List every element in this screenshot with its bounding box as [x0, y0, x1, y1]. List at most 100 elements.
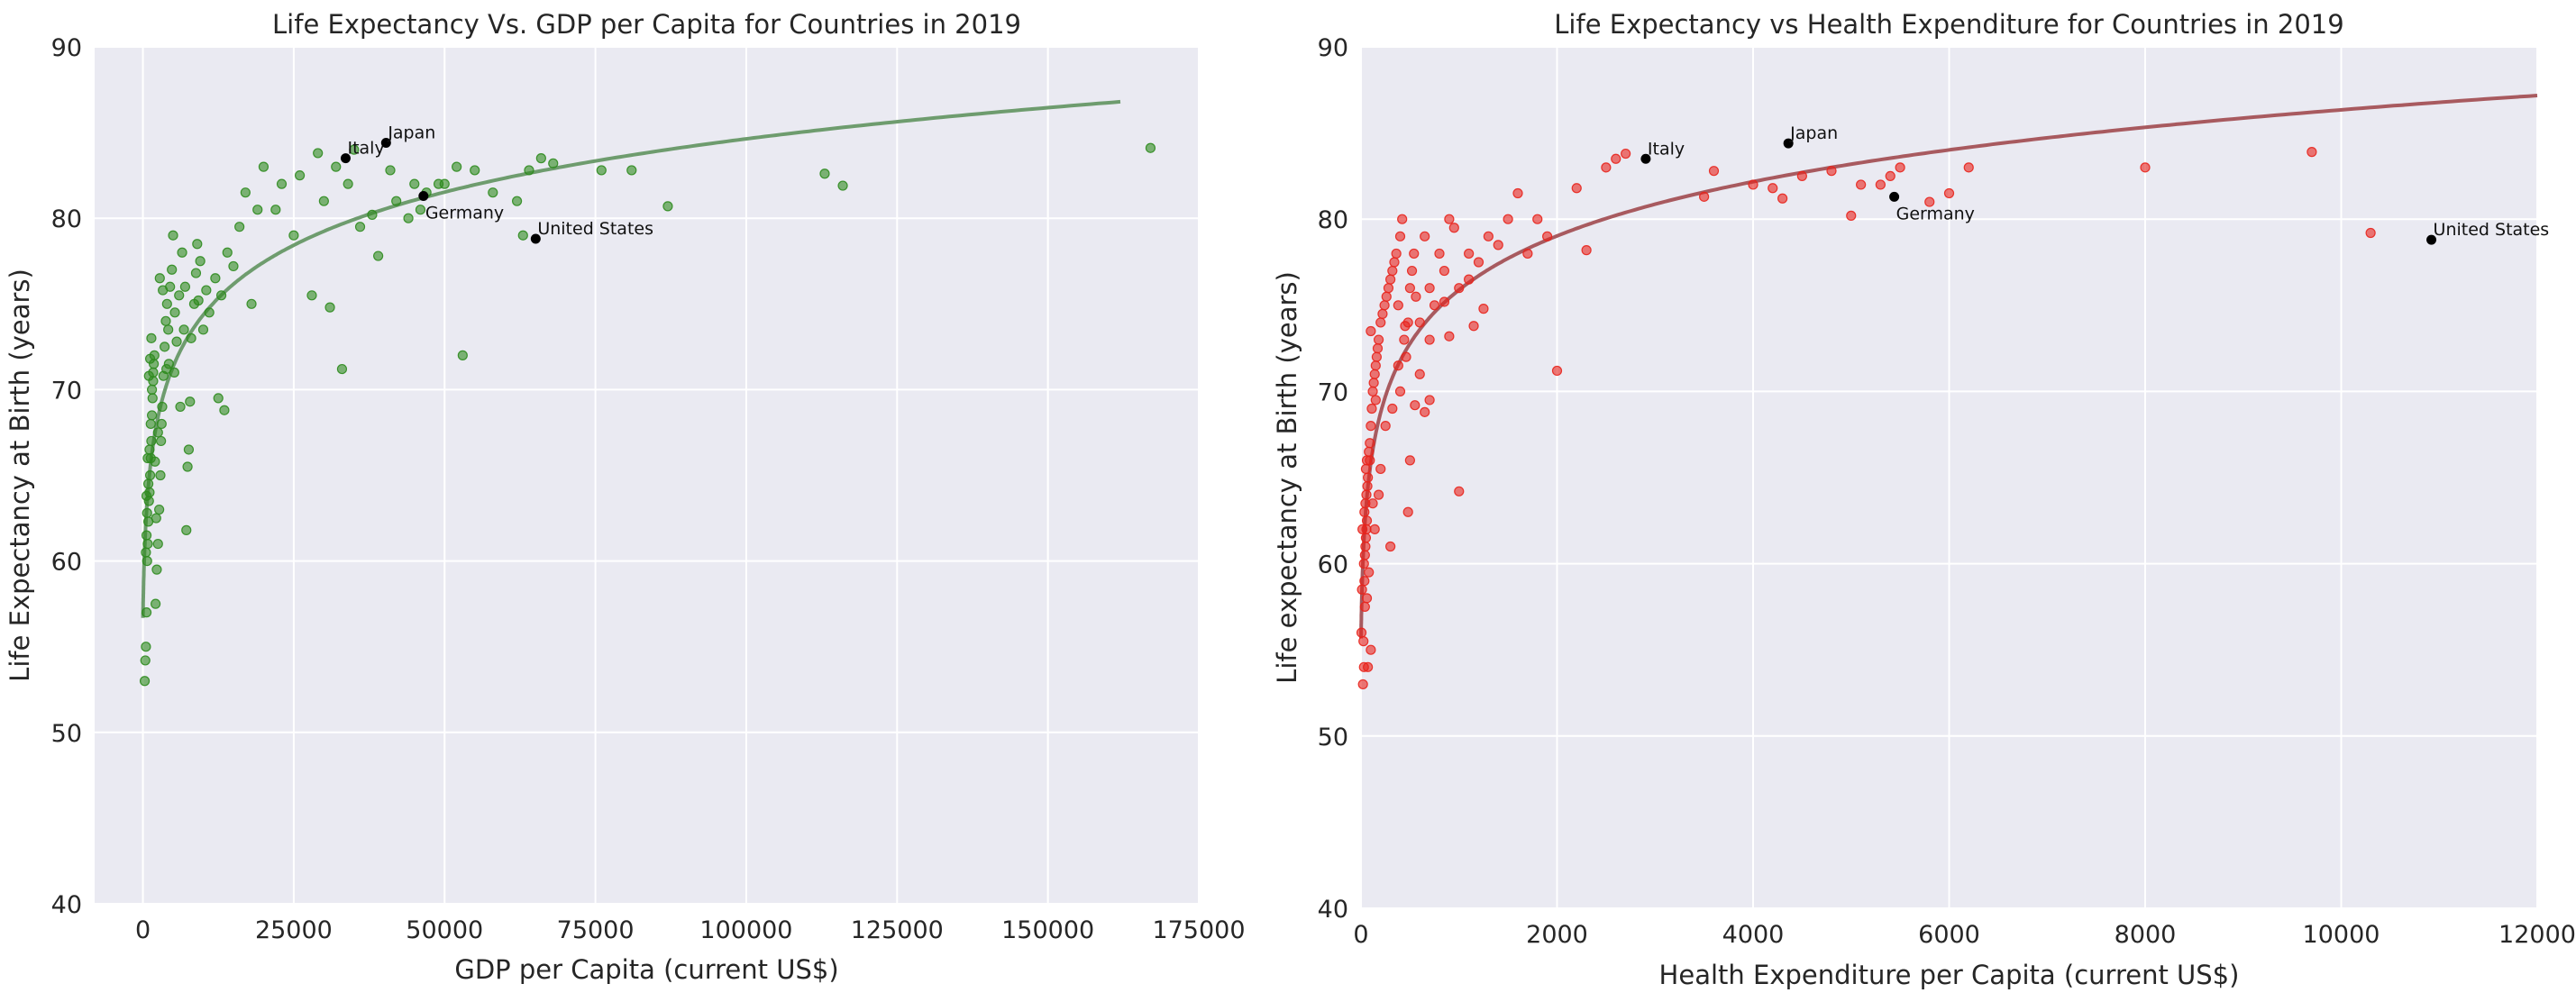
left-data-point [524, 165, 534, 176]
right-data-point [1571, 183, 1582, 194]
left-data-point [182, 461, 193, 472]
right-data-point [1768, 183, 1778, 194]
left-data-point [367, 209, 378, 220]
left-data-point [201, 285, 212, 296]
right-data-point [1542, 231, 1553, 241]
right-data-point [1411, 291, 1421, 302]
left-data-point [185, 396, 196, 407]
left-data-points [139, 142, 1156, 687]
left-data-point [141, 547, 151, 558]
right-highlight-marker [1640, 153, 1651, 164]
left-y-tick-label: 90 [51, 34, 82, 62]
left-data-point [181, 524, 192, 535]
right-data-point [1503, 214, 1513, 224]
right-data-point [1464, 248, 1475, 260]
right-y-tick-label: 70 [1318, 378, 1348, 406]
left-data-point [151, 598, 161, 609]
left-data-point [160, 315, 171, 326]
left-y-tick-label: 60 [51, 549, 82, 577]
right-data-point [1373, 489, 1384, 500]
left-data-point [154, 273, 165, 284]
right-data-point [1581, 245, 1592, 256]
left-data-point [193, 295, 204, 306]
right-data-point [1846, 210, 1857, 221]
right-data-point [1358, 558, 1369, 569]
right-data-point [1368, 378, 1379, 388]
right-data-point [1414, 317, 1425, 328]
left-x-tick-label: 50000 [406, 916, 483, 944]
left-y-tick-label: 40 [51, 891, 82, 919]
left-x-tick-label: 25000 [255, 916, 333, 944]
right-data-point [1385, 274, 1396, 285]
right-data-point [1363, 661, 1374, 672]
right-data-point [1373, 334, 1384, 345]
right-highlight-label: Germany [1896, 204, 1975, 223]
right-data-point [1369, 369, 1380, 379]
left-data-point [152, 538, 163, 550]
right-data-point [1369, 524, 1380, 534]
left-data-point [234, 222, 245, 232]
left-data-point [324, 302, 335, 313]
right-data-point [1367, 498, 1378, 509]
left-data-point [276, 178, 288, 189]
left-highlight-label: Italy [347, 139, 384, 159]
left-data-point [548, 158, 559, 169]
right-data-point [1444, 331, 1455, 342]
left-data-point [819, 169, 830, 179]
right-data-point [1478, 304, 1489, 314]
left-data-point [151, 564, 162, 575]
right-data-point [1424, 395, 1435, 405]
left-data-point [146, 384, 158, 395]
right-highlight-marker [2426, 234, 2437, 245]
left-highlight-marker [380, 138, 391, 149]
right-chart-title: Life Expectancy vs Health Expenditure fo… [1554, 9, 2343, 40]
right-data-point [1366, 403, 1377, 414]
left-data-point [192, 239, 203, 250]
left-data-point [190, 268, 202, 278]
right-highlight-label: United States [2434, 220, 2550, 240]
left-y-tick-label: 80 [51, 205, 82, 233]
right-data-point [1464, 274, 1475, 285]
left-data-point [439, 178, 450, 189]
right-y-tick-label: 60 [1318, 551, 1348, 579]
right-y-tick-label: 80 [1318, 206, 1348, 234]
right-x-tick-label: 2000 [1526, 921, 1588, 949]
left-data-point [142, 478, 154, 489]
right-data-point [1359, 506, 1370, 517]
right-data-point [1361, 489, 1372, 500]
left-data-point [183, 444, 195, 455]
right-data-point [1454, 486, 1465, 496]
right-data-point [1360, 541, 1371, 552]
left-data-point [142, 555, 152, 567]
right-data-point [1381, 291, 1392, 302]
right-data-point [1963, 162, 1974, 173]
right-data-point [1885, 170, 1895, 181]
left-data-point [215, 290, 227, 301]
left-data-point [270, 205, 281, 215]
right-data-point [1601, 162, 1612, 173]
right-x-tick-label: 0 [1353, 921, 1368, 949]
left-data-point [174, 290, 185, 301]
left-data-point [197, 324, 209, 335]
right-data-point [1357, 679, 1368, 690]
right-data-point [1420, 231, 1430, 241]
left-data-point [213, 393, 224, 404]
right-data-point [1512, 187, 1523, 199]
right-data-point [1420, 406, 1430, 417]
left-data-point [158, 285, 169, 296]
left-highlight-marker [340, 153, 351, 164]
left-data-point [252, 205, 263, 215]
left-data-point [288, 230, 299, 241]
left-data-point [142, 538, 153, 550]
left-data-point [155, 469, 166, 481]
right-x-tick-label: 10000 [2303, 921, 2380, 949]
left-data-point [186, 332, 196, 343]
right-data-point [1404, 455, 1415, 466]
left-data-point [535, 153, 546, 164]
left-data-point [837, 180, 848, 191]
left-data-point [141, 490, 152, 501]
left-y-tick-label: 70 [51, 377, 82, 405]
right-y-tick-label: 90 [1318, 34, 1348, 62]
